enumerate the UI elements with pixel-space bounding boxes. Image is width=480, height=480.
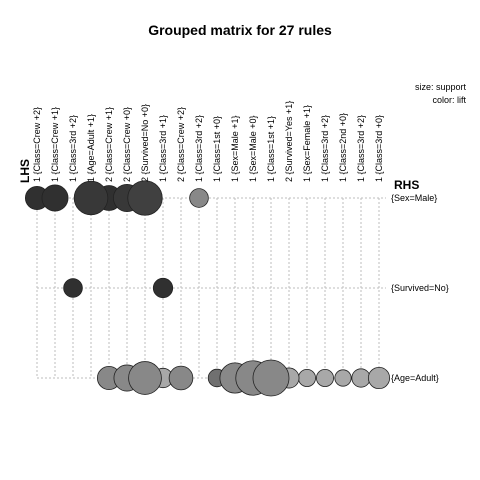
- lhs-group-label: 1 {Class=1st +1}: [266, 116, 276, 182]
- lhs-group-label: 1 {Class=3rd +2}: [356, 115, 366, 182]
- rule-bubble: [334, 369, 352, 387]
- lhs-group-label: 2 {Class=Crew +0}: [122, 107, 132, 182]
- rule-bubble: [367, 366, 391, 390]
- rule-bubble: [351, 368, 371, 388]
- lhs-group-label: 2 {Survived=No +0}: [140, 104, 150, 182]
- lhs-labels: 1 {Class=Crew +2} 1 {Class=Crew +1} 1 {Cla…: [32, 101, 384, 182]
- rule-bubble: [252, 359, 290, 397]
- lhs-group-label: 1 {Class=Crew +1}: [50, 107, 60, 182]
- chart-title: Grouped matrix for 27 rules: [148, 22, 332, 38]
- grid-lines: [36, 197, 386, 379]
- lhs-group-label: 1 {Sex=Male +1}: [230, 115, 240, 182]
- lhs-group-label: 1 {Class=3rd +2}: [194, 115, 204, 182]
- lhs-group-label: 1 {Class=3rd +0}: [374, 115, 384, 182]
- legend-color-label: color: lift: [432, 95, 466, 105]
- lhs-group-label: 2 {Survived=Yes +1}: [284, 101, 294, 182]
- legend-size-label: size: support: [415, 82, 467, 92]
- lhs-group-label: 1 {Class=3rd +2}: [320, 115, 330, 182]
- rule-bubble: [41, 184, 69, 212]
- lhs-group-label: 1 {Class=1st +0}: [212, 116, 222, 182]
- rule-bubble: [189, 188, 209, 208]
- lhs-group-label: 1 {Class=3rd +2}: [68, 115, 78, 182]
- lhs-group-label: 1 {Age=Adult +1}: [86, 114, 96, 182]
- rhs-labels: {Sex=Male} {Survived=No} {Age=Adult}: [391, 193, 449, 383]
- rhs-item-label: {Survived=No}: [391, 283, 449, 293]
- rule-bubble: [73, 180, 109, 216]
- lhs-group-label: 2 {Class=Crew +1}: [104, 107, 114, 182]
- lhs-group-label: 1 {Class=Crew +2}: [32, 107, 42, 182]
- lhs-group-label: 1 {Class=3rd +1}: [158, 115, 168, 182]
- rule-bubble: [128, 361, 162, 395]
- rule-bubble: [152, 277, 174, 299]
- rule-bubble: [315, 368, 335, 388]
- rule-bubble: [63, 278, 83, 298]
- lhs-axis-title: LHS: [18, 159, 32, 183]
- lhs-group-label: 1 {Sex=Female +1}: [302, 105, 312, 182]
- lhs-group-label: 1 {Class=2nd +0}: [338, 113, 348, 182]
- bubbles: [24, 180, 391, 397]
- rule-bubble: [168, 365, 194, 391]
- rhs-axis-title: RHS: [394, 178, 419, 192]
- rhs-item-label: {Age=Adult}: [391, 373, 439, 383]
- rule-bubble: [127, 180, 163, 216]
- rhs-item-label: {Sex=Male}: [391, 193, 437, 203]
- lhs-group-label: 1 {Sex=Male +0}: [248, 115, 258, 182]
- rule-bubble: [297, 368, 317, 388]
- lhs-group-label: 2 {Class=Crew +2}: [176, 107, 186, 182]
